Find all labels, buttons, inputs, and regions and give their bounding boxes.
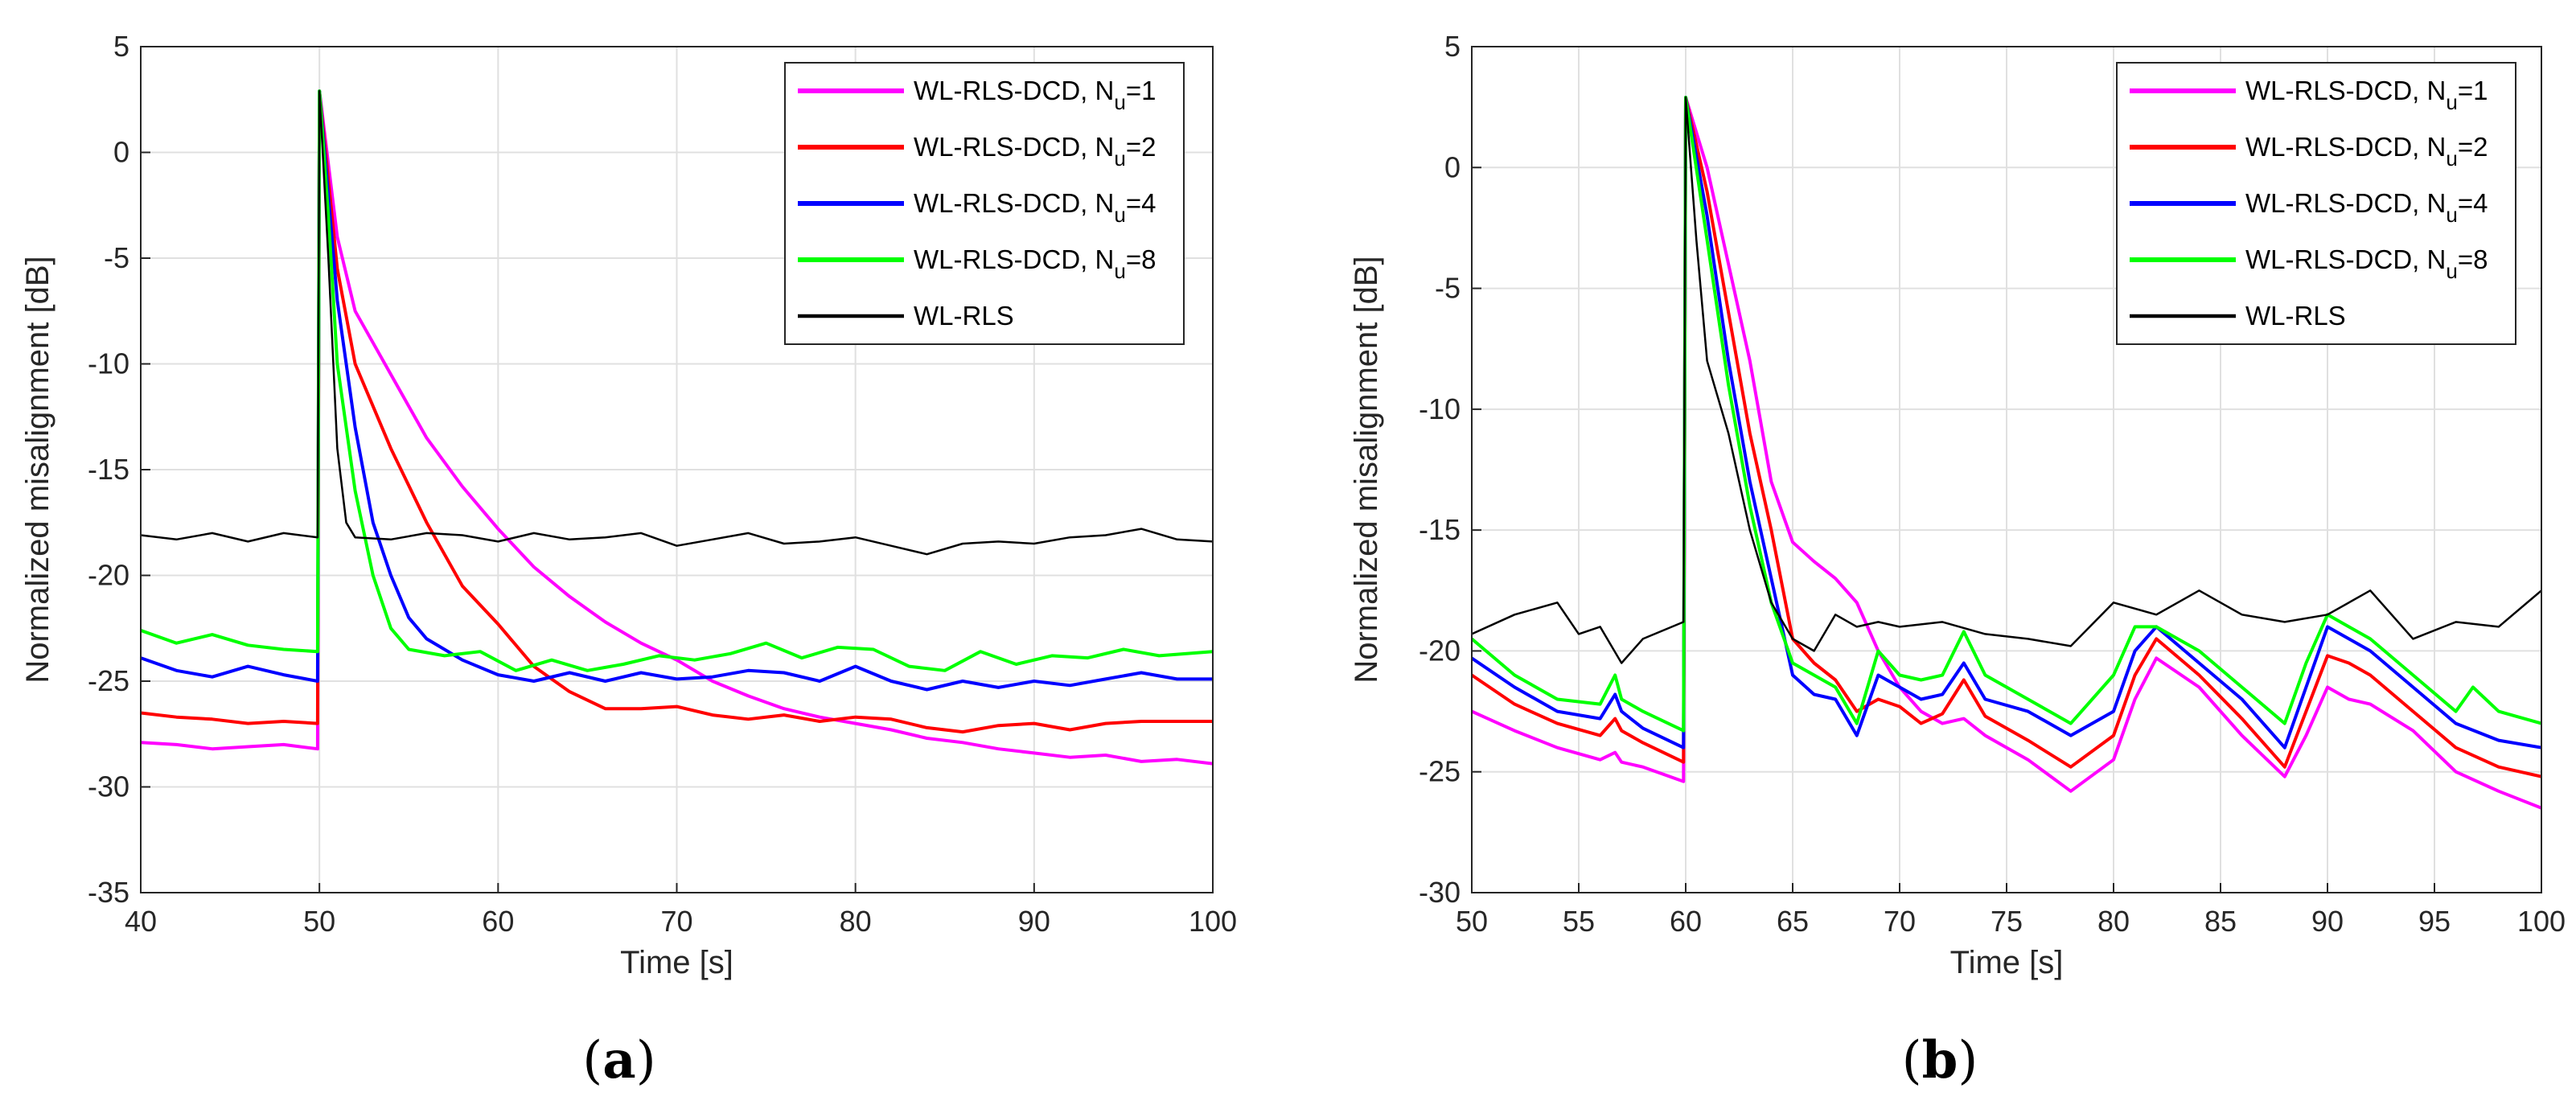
y-axis-label: Normalized misalignment [dB] (20, 256, 55, 683)
legend-name: WL-RLS-DCD, N (2245, 244, 2446, 274)
legend-b: WL-RLS-DCD, Nu=1WL-RLS-DCD, Nu=2WL-RLS-D… (2116, 62, 2516, 345)
series-group-b (1472, 96, 2541, 810)
legend-suffix: =1 (1126, 76, 1157, 105)
y-tick-label: -30 (1419, 876, 1461, 909)
x-tick-label: 80 (840, 905, 872, 938)
caption-a-open: ( (582, 1031, 602, 1090)
y-tick-label: -20 (88, 559, 129, 592)
y-tick-label: -30 (88, 770, 129, 803)
y-tick-label: -25 (1419, 755, 1461, 788)
y-tick-label: -15 (88, 453, 129, 486)
x-tick-label: 70 (660, 905, 692, 938)
x-axis-label: Time [s] (1950, 945, 2064, 980)
panel-b: 50 55 60 65 70 75 80 85 90 95 10050-5-10-15-20-25-… (1349, 30, 2566, 980)
legend-subscript: u (2446, 259, 2457, 283)
y-tick-label: 5 (113, 30, 129, 63)
y-tick-label: 0 (1444, 150, 1461, 183)
legend-label-Nu4: WL-RLS-DCD, Nu=4 (914, 188, 1156, 227)
legend-suffix: =2 (1126, 132, 1157, 162)
legend-name: WL-RLS (2245, 301, 2346, 331)
x-tick-label: 95 (2418, 905, 2451, 938)
legend-suffix: =2 (2458, 132, 2488, 162)
y-tick-label: -10 (88, 347, 129, 380)
x-tick-label: 75 (1991, 905, 2023, 938)
y-tick-label: -35 (88, 876, 129, 909)
y-tick-label: -20 (1419, 634, 1461, 667)
caption-a-letter: a (602, 1030, 635, 1090)
series-group-a (141, 89, 1213, 766)
caption-b-letter: b (1922, 1030, 1958, 1090)
x-tick-label: 40 (125, 905, 157, 938)
legend-name: WL-RLS-DCD, N (914, 244, 1114, 274)
y-axis-label: Normalized misalignment [dB] (1349, 256, 1384, 683)
legend-suffix: =1 (2458, 76, 2488, 105)
caption-b-close: ) (1958, 1031, 1978, 1090)
y-tick-label: -5 (104, 241, 129, 274)
x-tick-label: 100 (1189, 905, 1237, 938)
x-tick-label: 90 (1018, 905, 1050, 938)
legend-suffix: =4 (1126, 188, 1157, 218)
series-line-Nu2 (1472, 96, 2541, 778)
caption-b-open: ( (1902, 1031, 1922, 1090)
series-line-RLS (1472, 96, 2541, 664)
legend-subscript: u (2446, 146, 2457, 170)
legend-name: WL-RLS-DCD, N (914, 132, 1114, 162)
y-tick-label: -10 (1419, 392, 1461, 425)
x-tick-label: 60 (1670, 905, 1702, 938)
legend-subscript: u (2446, 203, 2457, 227)
legend-suffix: =4 (2458, 188, 2488, 218)
x-tick-label: 65 (1777, 905, 1809, 938)
legend-label-Nu1: WL-RLS-DCD, Nu=1 (2245, 76, 2488, 114)
legend-subscript: u (1114, 146, 1125, 170)
caption-a-close: ) (636, 1031, 656, 1090)
legend-name: WL-RLS-DCD, N (914, 188, 1114, 218)
y-tick-label: 5 (1444, 30, 1461, 63)
x-axis-label: Time [s] (620, 945, 733, 980)
x-tick-label: 100 (2517, 905, 2566, 938)
x-tick-label: 85 (2204, 905, 2237, 938)
x-tick-label: 60 (482, 905, 514, 938)
legend-a: WL-RLS-DCD, Nu=1WL-RLS-DCD, Nu=2WL-RLS-D… (784, 62, 1185, 345)
legend-label-Nu8: WL-RLS-DCD, Nu=8 (914, 244, 1156, 283)
legend-label-RLS: WL-RLS (914, 301, 1014, 331)
legend-suffix: =8 (1126, 244, 1157, 274)
legend-subscript: u (1114, 259, 1125, 283)
caption-a: (a) (582, 1030, 655, 1090)
legend-label-Nu1: WL-RLS-DCD, Nu=1 (914, 76, 1156, 114)
series-line-Nu8 (1472, 96, 2541, 733)
legend-label-RLS: WL-RLS (2245, 301, 2346, 331)
caption-b: (b) (1902, 1030, 1978, 1090)
legend-name: WL-RLS-DCD, N (2245, 188, 2446, 218)
legend-label-Nu2: WL-RLS-DCD, Nu=2 (2245, 132, 2488, 170)
legend-suffix: =8 (2458, 244, 2488, 274)
legend-label-Nu4: WL-RLS-DCD, Nu=4 (2245, 188, 2488, 227)
y-tick-label: -5 (1435, 272, 1461, 305)
panel-a: 40 50 60 70 80 90 10050-5-10-15-20-25-30-35Tim… (20, 30, 1237, 980)
legend-label-Nu8: WL-RLS-DCD, Nu=8 (2245, 244, 2488, 283)
legend-subscript: u (1114, 90, 1125, 114)
y-tick-label: -25 (88, 664, 129, 697)
y-tick-label: -15 (1419, 513, 1461, 546)
legend-label-Nu2: WL-RLS-DCD, Nu=2 (914, 132, 1156, 170)
y-tick-label: 0 (113, 136, 129, 169)
x-tick-label: 55 (1563, 905, 1595, 938)
x-tick-label: 80 (2097, 905, 2130, 938)
x-tick-label: 50 (1456, 905, 1488, 938)
legend-subscript: u (1114, 203, 1125, 227)
series-line-Nu1 (1472, 96, 2541, 810)
series-line-RLS (141, 89, 1213, 556)
x-tick-label: 70 (1884, 905, 1916, 938)
legend-subscript: u (2446, 90, 2457, 114)
legend-name: WL-RLS-DCD, N (2245, 76, 2446, 105)
x-tick-label: 90 (2311, 905, 2344, 938)
legend-name: WL-RLS-DCD, N (2245, 132, 2446, 162)
legend-name: WL-RLS-DCD, N (914, 76, 1114, 105)
series-line-Nu4 (1472, 96, 2541, 750)
legend-name: WL-RLS (914, 301, 1014, 331)
x-tick-label: 50 (303, 905, 335, 938)
